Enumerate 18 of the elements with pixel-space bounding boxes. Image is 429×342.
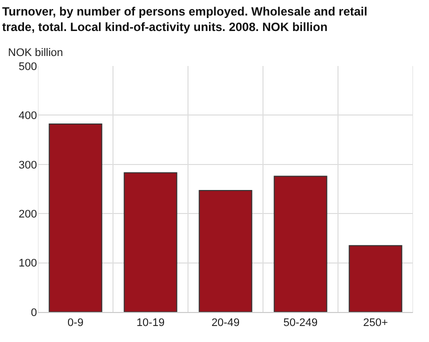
x-tick-label: 0-9 (68, 317, 84, 330)
y-tick-label: 100 (18, 258, 37, 270)
y-tick-label: 200 (18, 208, 37, 220)
x-tick-label: 50-249 (283, 317, 318, 330)
x-tick-label: 250+ (363, 317, 388, 330)
bar (198, 190, 252, 312)
y-tick-label: 400 (18, 110, 37, 122)
bar (124, 172, 178, 312)
y-tick-label: 0 (30, 306, 37, 319)
chart-title: Turnover, by number of persons employed. Wholesale and retail trade, total. Local kind-of-activity units. 2008. NOK billion (2, 4, 368, 34)
bar (274, 176, 328, 312)
y-tick-label: 300 (18, 159, 37, 172)
bar (348, 245, 402, 312)
y-tick-label: 500 (18, 60, 37, 73)
y-axis-title: NOK billion (8, 47, 64, 59)
x-tick-label: 10-19 (136, 317, 165, 330)
bar (48, 124, 102, 312)
x-tick-label: 20-49 (211, 317, 240, 330)
